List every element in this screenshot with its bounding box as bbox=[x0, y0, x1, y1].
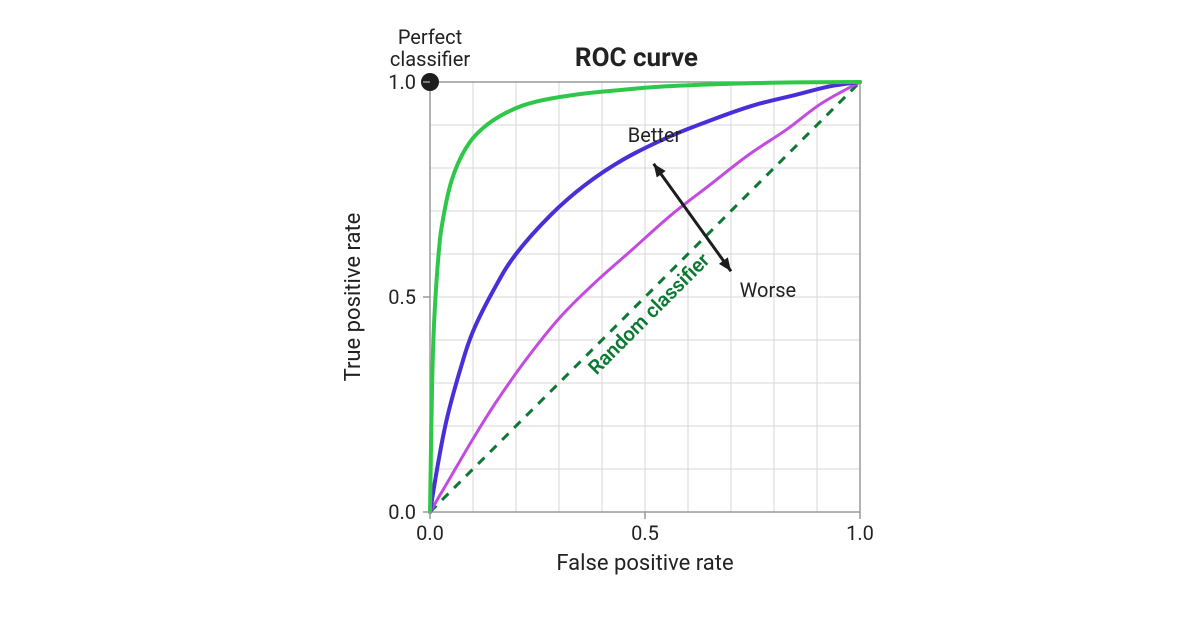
perfect-classifier-label-2: classifier bbox=[390, 47, 470, 71]
better-label: Better bbox=[628, 123, 682, 147]
y-tick-label: 0.5 bbox=[388, 285, 416, 309]
x-tick-label: 1.0 bbox=[846, 521, 874, 545]
y-tick-label: 0.0 bbox=[388, 500, 416, 524]
roc-chart: PerfectclassifierROC curveRandom classif… bbox=[0, 0, 1200, 628]
x-axis-label: False positive rate bbox=[556, 551, 733, 576]
perfect-classifier-label-1: Perfect bbox=[398, 25, 462, 49]
worse-label: Worse bbox=[740, 278, 797, 302]
x-tick-label: 0.5 bbox=[631, 521, 659, 545]
y-axis-label: True positive rate bbox=[341, 213, 366, 382]
chart-title: ROC curve bbox=[575, 43, 698, 73]
y-tick-label: 1.0 bbox=[388, 70, 416, 94]
x-tick-label: 0.0 bbox=[416, 521, 444, 545]
